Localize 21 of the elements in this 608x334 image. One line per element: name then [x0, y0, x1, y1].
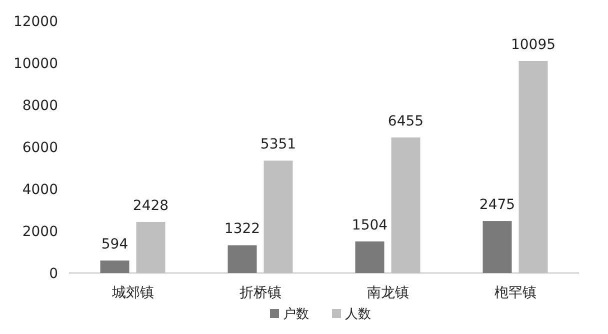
- legend-label: 户数: [283, 307, 309, 322]
- y-tick-label: 0: [49, 266, 58, 282]
- data-label: 2475: [479, 197, 516, 214]
- y-tick-label: 6000: [22, 140, 58, 156]
- data-label: 1322: [224, 221, 260, 238]
- y-tick-label: 10000: [13, 56, 58, 72]
- x-tick-label: 枹罕镇: [494, 285, 536, 301]
- x-tick-label: 折桥镇: [239, 285, 282, 301]
- y-tick-label: 12000: [13, 14, 58, 30]
- data-label: 10095: [510, 37, 556, 54]
- data-label: 5351: [260, 136, 296, 153]
- data-label: 594: [101, 236, 128, 253]
- data-label: 1504: [352, 217, 388, 234]
- y-tick-label: 8000: [22, 98, 58, 114]
- legend-label: 人数: [345, 307, 371, 322]
- y-tick-label: 4000: [22, 182, 58, 198]
- x-tick-label: 南龙镇: [366, 285, 409, 301]
- data-label: 6455: [388, 113, 424, 130]
- x-tick-label: 城郊镇: [110, 285, 154, 301]
- data-label: 2428: [132, 198, 169, 214]
- y-tick-label: 2000: [22, 224, 58, 240]
